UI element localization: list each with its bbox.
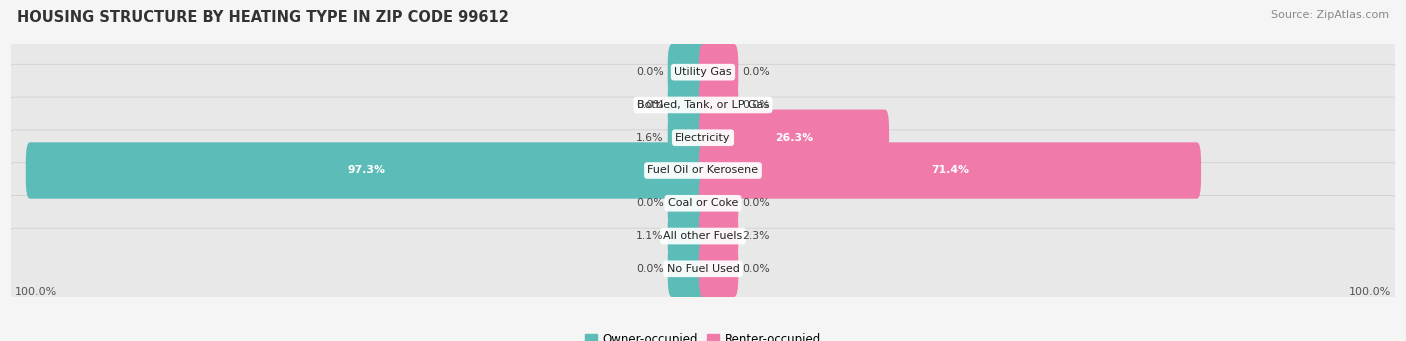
FancyBboxPatch shape (699, 241, 738, 297)
Text: 0.0%: 0.0% (742, 264, 770, 274)
Text: Coal or Coke: Coal or Coke (668, 198, 738, 208)
FancyBboxPatch shape (668, 109, 707, 166)
FancyBboxPatch shape (668, 208, 707, 264)
Text: 0.0%: 0.0% (636, 100, 664, 110)
Text: Utility Gas: Utility Gas (675, 67, 731, 77)
Text: Bottled, Tank, or LP Gas: Bottled, Tank, or LP Gas (637, 100, 769, 110)
FancyBboxPatch shape (8, 64, 1398, 146)
FancyBboxPatch shape (8, 228, 1398, 309)
FancyBboxPatch shape (8, 195, 1398, 277)
FancyBboxPatch shape (699, 142, 1201, 199)
FancyBboxPatch shape (25, 142, 707, 199)
Text: 2.3%: 2.3% (742, 231, 770, 241)
FancyBboxPatch shape (668, 241, 707, 297)
Text: Fuel Oil or Kerosene: Fuel Oil or Kerosene (647, 165, 759, 176)
Text: 0.0%: 0.0% (742, 100, 770, 110)
FancyBboxPatch shape (668, 77, 707, 133)
Text: 0.0%: 0.0% (742, 198, 770, 208)
Text: 1.1%: 1.1% (636, 231, 664, 241)
FancyBboxPatch shape (668, 44, 707, 100)
Text: All other Fuels: All other Fuels (664, 231, 742, 241)
FancyBboxPatch shape (8, 163, 1398, 244)
Text: Source: ZipAtlas.com: Source: ZipAtlas.com (1271, 10, 1389, 20)
Text: 26.3%: 26.3% (775, 133, 813, 143)
Text: HOUSING STRUCTURE BY HEATING TYPE IN ZIP CODE 99612: HOUSING STRUCTURE BY HEATING TYPE IN ZIP… (17, 10, 509, 25)
Text: 71.4%: 71.4% (931, 165, 969, 176)
Text: 0.0%: 0.0% (636, 198, 664, 208)
Text: 0.0%: 0.0% (742, 67, 770, 77)
FancyBboxPatch shape (699, 109, 889, 166)
Text: Electricity: Electricity (675, 133, 731, 143)
Text: 0.0%: 0.0% (636, 67, 664, 77)
FancyBboxPatch shape (699, 44, 738, 100)
FancyBboxPatch shape (699, 175, 738, 232)
FancyBboxPatch shape (668, 175, 707, 232)
FancyBboxPatch shape (8, 97, 1398, 178)
Text: No Fuel Used: No Fuel Used (666, 264, 740, 274)
Legend: Owner-occupied, Renter-occupied: Owner-occupied, Renter-occupied (585, 333, 821, 341)
FancyBboxPatch shape (699, 77, 738, 133)
Text: 1.6%: 1.6% (636, 133, 664, 143)
FancyBboxPatch shape (8, 130, 1398, 211)
Text: 100.0%: 100.0% (1348, 287, 1392, 297)
FancyBboxPatch shape (8, 32, 1398, 113)
Text: 97.3%: 97.3% (347, 165, 385, 176)
FancyBboxPatch shape (699, 208, 738, 264)
Text: 100.0%: 100.0% (14, 287, 58, 297)
Text: 0.0%: 0.0% (636, 264, 664, 274)
